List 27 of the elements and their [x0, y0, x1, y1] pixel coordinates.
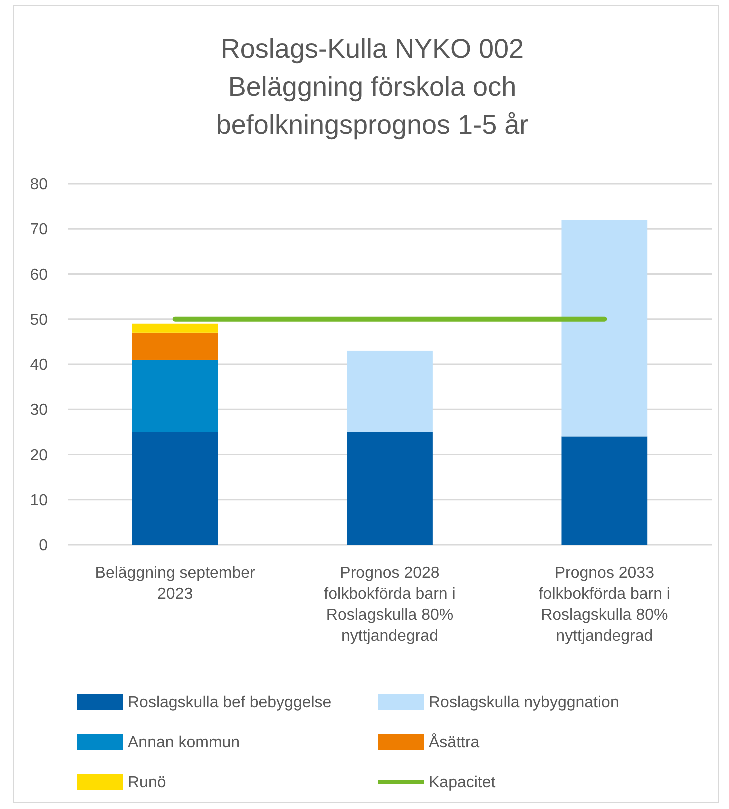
bar [132, 332, 218, 360]
legend-label: Kapacitet [429, 774, 496, 792]
y-tick-label: 30 [30, 402, 48, 420]
y-tick-label: 50 [30, 312, 48, 329]
bar [132, 432, 218, 545]
y-tick-label: 80 [30, 176, 48, 194]
legend-label: Åsättra [429, 734, 480, 752]
y-tick-label: 10 [30, 492, 48, 510]
bar [562, 436, 648, 545]
y-tick-label: 20 [30, 447, 48, 464]
bar [347, 432, 433, 545]
bar [132, 324, 218, 333]
y-tick-label: 70 [30, 222, 48, 239]
legend-label: Annan kommun [128, 734, 240, 752]
legend-label: Roslagskulla bef bebyggelse [128, 694, 332, 712]
x-tick-label: Prognos 2028 folkbokförda barn i Roslagskulla 80% nyttjandegrad [324, 565, 456, 645]
legend-label: Roslagskulla nybyggnation [429, 694, 620, 712]
legend-label: Runö [128, 774, 166, 792]
y-tick-label: 60 [30, 266, 48, 284]
chart-title: Roslags-Kulla NYKO 002 Beläggning förskola och befolkningsprognos 1-5 år [216, 34, 529, 140]
x-tick-label: Beläggning september 2023 [95, 565, 256, 603]
y-tick-label: 0 [39, 538, 48, 555]
bar [562, 220, 648, 437]
bar [347, 350, 433, 432]
x-tick-label: Prognos 2033 folkbokförda barn i Roslagskulla 80% nyttjandegrad [538, 565, 670, 645]
y-tick-label: 40 [30, 357, 48, 374]
bar [132, 360, 218, 432]
